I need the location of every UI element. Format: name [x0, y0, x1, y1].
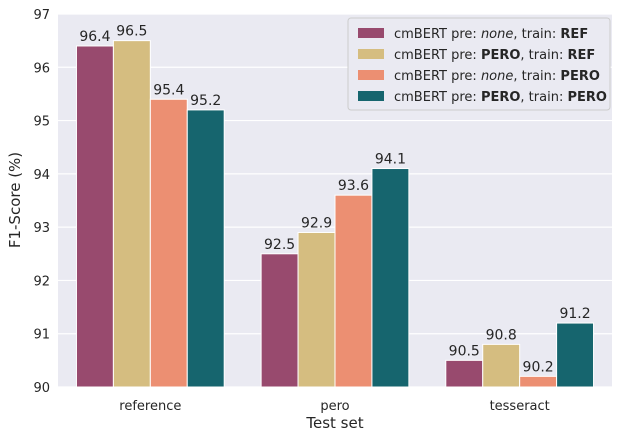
y-tick-label: 91 [33, 328, 50, 343]
legend-text-part: cmBERT pre: [394, 90, 481, 105]
x-tick-label: pero [320, 399, 349, 414]
y-tick-label: 95 [33, 115, 50, 130]
legend-text-part: , train: [513, 27, 560, 42]
x-axis-label: Test set [305, 414, 363, 432]
data-label: 90.2 [523, 359, 554, 375]
legend-entry: cmBERT pre: none, train: REF [394, 27, 588, 42]
data-label: 92.5 [264, 237, 295, 253]
legend-text-part: PERO [560, 69, 599, 84]
legend-entry: cmBERT pre: PERO, train: REF [394, 48, 595, 63]
bars [75, 40, 595, 388]
legend-swatch [358, 28, 384, 38]
data-labels: 96.4 96.5 95.4 95.2 92.5 92.9 93.6 94.1 90.5 90.8… [79, 24, 590, 376]
y-tick-label: 96 [33, 61, 50, 76]
legend-text-part: PERO [481, 48, 520, 63]
bar [519, 375, 558, 388]
data-label: 90.8 [486, 327, 517, 343]
y-axis-label: F1-Score (%) [6, 152, 24, 248]
y-tick-label: 97 [33, 8, 50, 23]
legend-text-part: PERO [481, 90, 520, 105]
bar [445, 359, 484, 388]
bar [112, 40, 151, 388]
bar [186, 109, 225, 388]
legend-text-part: none [481, 27, 513, 42]
legend-text-part: none [481, 69, 513, 84]
legend-entry: cmBERT pre: PERO, train: PERO [394, 90, 607, 105]
data-label: 92.9 [301, 215, 332, 231]
legend-box [347, 17, 611, 111]
y-tick-label: 93 [33, 221, 50, 236]
bar [260, 253, 299, 388]
bar [149, 98, 188, 388]
data-label: 95.2 [190, 93, 221, 109]
y-tick-label: 94 [33, 168, 50, 183]
data-label: 91.2 [559, 306, 590, 322]
data-label: 96.5 [116, 24, 147, 40]
bar [334, 194, 373, 388]
data-label: 93.6 [338, 178, 369, 194]
bar [556, 322, 595, 388]
legend-swatch [358, 91, 384, 101]
legend-text-part: REF [567, 48, 595, 63]
legend-text-part: , train: [513, 69, 560, 84]
y-tick-label: 90 [33, 381, 50, 396]
legend-text-part: , train: [520, 48, 567, 63]
legend-text-part: , train: [520, 90, 567, 105]
bar [75, 45, 114, 388]
legend-swatch [358, 49, 384, 59]
data-label: 94.1 [375, 152, 406, 168]
x-axis-ticks: reference pero tesseract [119, 399, 549, 414]
data-label: 90.5 [449, 343, 480, 359]
legend-entry: cmBERT pre: none, train: PERO [394, 69, 600, 84]
x-tick-label: reference [119, 399, 181, 414]
bar [297, 231, 336, 388]
bar [371, 168, 410, 388]
legend-text-part: cmBERT pre: [394, 69, 481, 84]
data-label: 96.4 [79, 29, 110, 45]
legend-text-part: PERO [567, 90, 606, 105]
y-tick-label: 92 [33, 274, 50, 289]
legend-text-part: cmBERT pre: [394, 48, 481, 63]
y-axis-ticks: 90 91 92 93 94 95 96 97 [33, 8, 50, 396]
data-label: 95.4 [153, 82, 184, 98]
x-tick-label: tesseract [490, 399, 550, 414]
bar [482, 343, 521, 388]
legend-text-part: REF [560, 27, 588, 42]
legend-swatch [358, 70, 384, 80]
legend-text-part: cmBERT pre: [394, 27, 481, 42]
